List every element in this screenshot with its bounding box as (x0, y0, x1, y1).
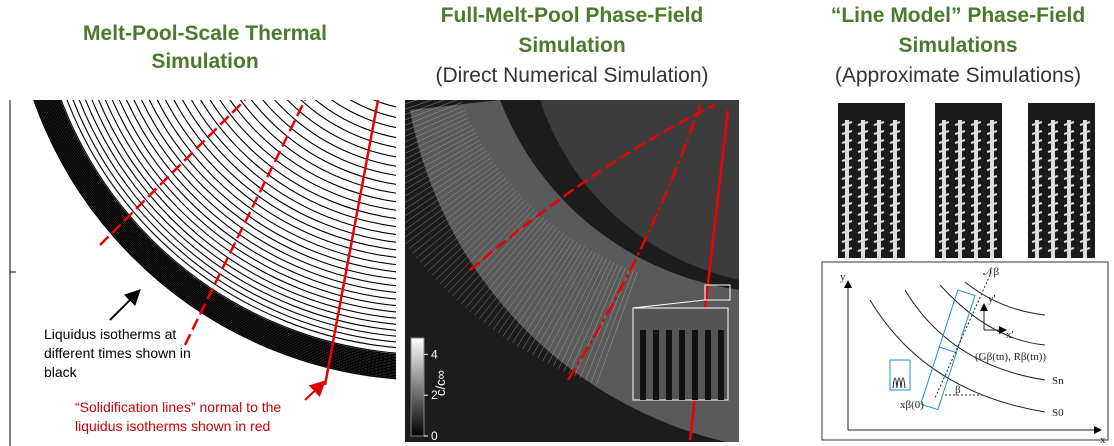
diagram-label: Sn (1052, 375, 1064, 387)
panel-subtitle: (Direct Numerical Simulation) (435, 64, 708, 87)
colorbar-tick-label: 0 (431, 429, 438, 443)
shape (331, 59, 448, 86)
panel-title: Full-Melt-Pool Phase-FieldSimulation (441, 4, 704, 57)
shape (330, 54, 447, 80)
shape (323, 26, 442, 40)
colorbar-tick-label: 4 (431, 347, 438, 361)
shape (335, 71, 451, 103)
diagram-label: xβ(0) (900, 399, 924, 411)
shape (321, 13, 441, 22)
shape (324, 30, 443, 46)
shape (327, 46, 445, 68)
shape (705, 330, 711, 400)
shape (322, 21, 441, 34)
diagram-label: S0 (1052, 407, 1064, 419)
panel-title: Melt-Pool-Scale ThermalSimulation (83, 22, 327, 73)
shape (325, 38, 443, 57)
diagram-label: x (1100, 434, 1106, 446)
shape (322, 17, 442, 28)
colorbar-label: c/c∞ (433, 370, 448, 396)
shape (325, 34, 444, 52)
shape (692, 330, 698, 400)
shape (718, 330, 724, 400)
shape (321, 9, 441, 17)
shape (679, 330, 685, 400)
shape (640, 330, 646, 400)
shape (320, 0, 440, 4)
diagram-label: x' (1006, 329, 1014, 341)
diagram-label: β (955, 384, 961, 396)
shape (321, 5, 441, 11)
shape (332, 63, 448, 92)
diagram-label: y' (988, 293, 996, 305)
panel-title: “Line Model” Phase-FieldSimulations (831, 4, 1085, 57)
panel-subtitle: (Approximate Simulations) (835, 64, 1081, 87)
colorbar (411, 338, 424, 436)
shape (329, 50, 447, 74)
diagram-label: 𝒩β (983, 266, 1000, 278)
diagram-label: y (840, 271, 846, 283)
shape (334, 67, 450, 98)
annotation: Liquidus isotherms atdifferent times sho… (44, 326, 191, 380)
diagram-label: (Gβ(tn), Rβ(tn)) (975, 351, 1046, 363)
shape (653, 330, 659, 400)
shape (666, 330, 672, 400)
shape (326, 42, 444, 63)
figure: Melt-Pool-Scale ThermalSimulation Full-M… (0, 0, 1114, 446)
